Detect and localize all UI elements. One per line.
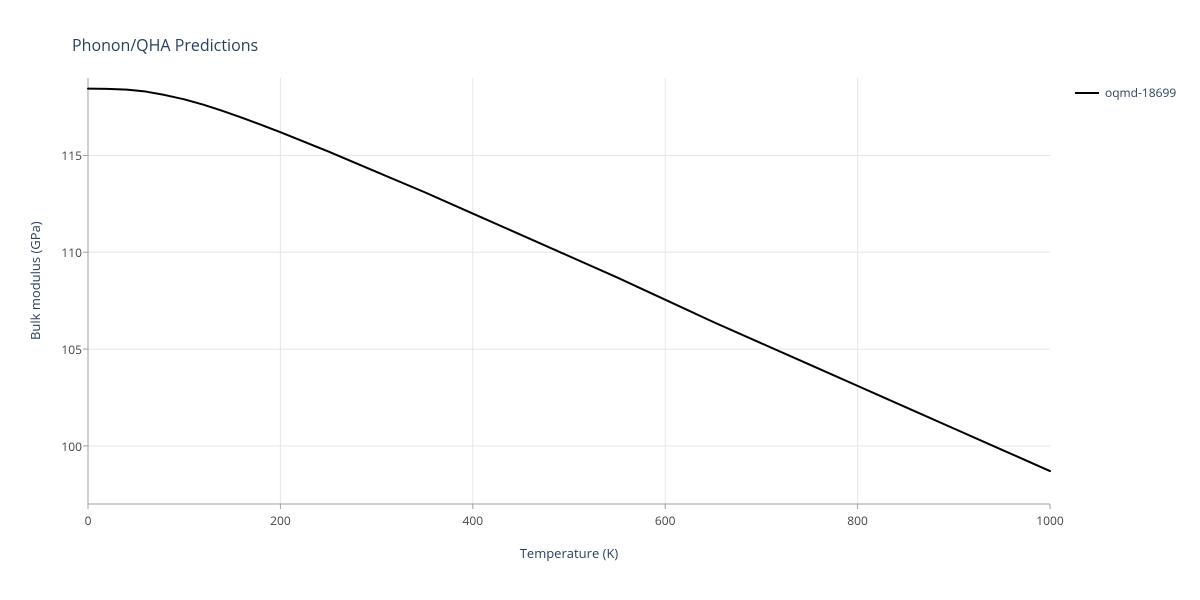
legend-swatch [1075, 92, 1099, 94]
legend-label: oqmd-18699 [1105, 84, 1176, 101]
x-tick-label: 600 [645, 512, 685, 529]
x-tick-label: 1000 [1030, 512, 1070, 529]
y-tick-label: 110 [44, 244, 82, 261]
x-tick-label: 200 [260, 512, 300, 529]
y-tick-label: 115 [44, 147, 82, 164]
x-axis-label: Temperature (K) [0, 544, 1138, 562]
legend[interactable]: oqmd-18699 [1075, 84, 1176, 101]
x-tick-label: 400 [453, 512, 493, 529]
x-tick-label: 0 [68, 512, 108, 529]
x-tick-label: 800 [838, 512, 878, 529]
chart-container: Phonon/QHA Predictions Temperature (K) B… [0, 0, 1200, 600]
y-axis-label: Bulk modulus (GPa) [26, 221, 44, 340]
y-tick-label: 100 [44, 438, 82, 455]
y-tick-label: 105 [44, 341, 82, 358]
chart-plot [0, 0, 1200, 600]
